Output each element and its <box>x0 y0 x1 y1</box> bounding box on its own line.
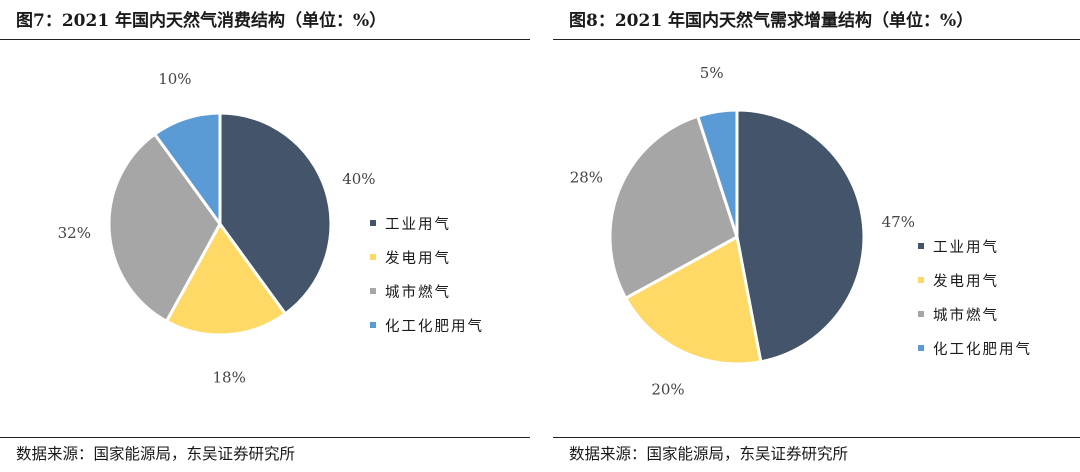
legend-swatch <box>370 254 376 260</box>
legend-swatch <box>370 288 376 294</box>
legend-swatch <box>370 220 376 226</box>
legend-item-industrial: 工业用气 <box>918 229 1032 263</box>
data-label-city-gas: 28% <box>570 168 603 186</box>
pie-slice-chemical <box>153 111 222 226</box>
data-label-power: 20% <box>651 381 684 399</box>
legend-item-power: 发电用气 <box>370 240 484 274</box>
legend-swatch <box>918 277 924 283</box>
data-label-city-gas: 32% <box>58 224 91 242</box>
legend-item-power: 发电用气 <box>918 263 1032 297</box>
chart-title: 图8：2021 年国内天然气需求增量结构（单位：%） <box>569 11 974 31</box>
pie-slice-city-gas <box>608 114 739 300</box>
data-label-chemical: 10% <box>158 70 191 88</box>
legend-label: 化工化肥用气 <box>933 341 1032 358</box>
data-label-industrial: 40% <box>342 170 375 188</box>
pie-chart-consumption: 40% 18% 32% 10% <box>58 70 376 387</box>
chart-legend: 工业用气发电用气城市燃气化工化肥用气 <box>918 229 1032 365</box>
chart-panel-right: 图8：2021 年国内天然气需求增量结构（单位：%） 47% 20% 28% 5% 工… <box>553 0 1080 472</box>
legend-item-city-gas: 城市燃气 <box>370 274 484 308</box>
data-label-chemical: 5% <box>700 64 724 82</box>
pie-slice-chemical <box>696 108 739 239</box>
pie-slice-city-gas <box>107 132 222 323</box>
data-label-industrial: 47% <box>882 213 915 231</box>
chart-panel-left: 图7：2021 年国内天然气消费结构（单位：%） 40% 18% 32% 10% 工业… <box>0 0 530 472</box>
legend-label: 化工化肥用气 <box>385 318 484 335</box>
legend-item-chemical: 化工化肥用气 <box>918 331 1032 365</box>
pie-slice-power <box>165 222 287 337</box>
legend-label: 工业用气 <box>385 216 451 233</box>
legend-swatch <box>918 311 924 317</box>
title-rule <box>0 39 530 40</box>
legend-label: 城市燃气 <box>385 284 451 301</box>
data-label-power: 18% <box>213 369 246 387</box>
chart-title: 图7：2021 年国内天然气消费结构（单位：%） <box>16 11 387 31</box>
chart-legend: 工业用气发电用气城市燃气化工化肥用气 <box>370 206 484 342</box>
source-note: 数据来源：国家能源局，东吴证券研究所 <box>569 445 849 463</box>
legend-item-chemical: 化工化肥用气 <box>370 308 484 342</box>
legend-label: 发电用气 <box>933 273 999 290</box>
legend-swatch <box>918 243 924 249</box>
legend-label: 工业用气 <box>933 239 999 256</box>
legend-swatch <box>918 345 924 351</box>
legend-item-city-gas: 城市燃气 <box>918 297 1032 331</box>
legend-label: 城市燃气 <box>933 307 999 324</box>
pie-slice-industrial <box>218 111 333 316</box>
pie-slice-industrial <box>735 108 866 364</box>
source-rule <box>0 437 530 438</box>
pie-slice-power <box>624 235 763 366</box>
title-rule <box>553 39 1080 40</box>
legend-item-industrial: 工业用气 <box>370 206 484 240</box>
legend-label: 发电用气 <box>385 250 451 267</box>
source-rule <box>553 437 1080 438</box>
source-note: 数据来源：国家能源局，东吴证券研究所 <box>16 445 296 463</box>
legend-swatch <box>370 322 376 328</box>
pie-chart-demand-increment: 47% 20% 28% 5% <box>570 64 915 399</box>
